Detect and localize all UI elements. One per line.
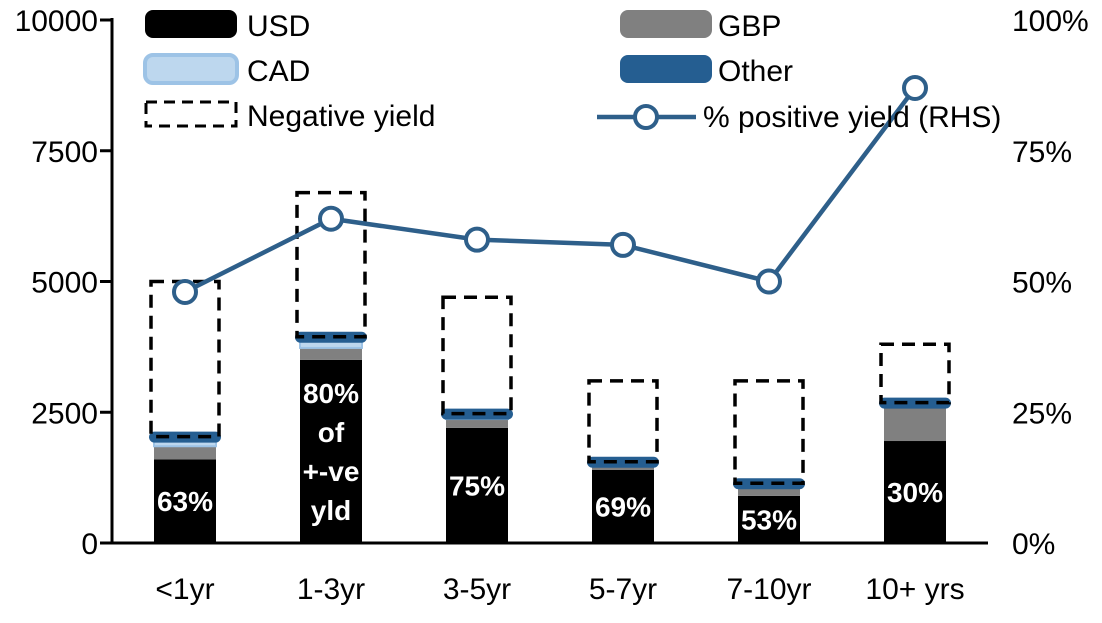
bar-segment-other bbox=[879, 397, 951, 409]
bar-segment-usd bbox=[738, 495, 800, 543]
legend-label-gbp: GBP bbox=[718, 10, 781, 43]
positive-yield-line bbox=[183, 86, 917, 294]
bar-value-label: 53% bbox=[741, 504, 797, 535]
left-axis-tick-label: 5000 bbox=[31, 267, 98, 300]
bar-segment-usd bbox=[154, 459, 216, 543]
bar-segment-gbp bbox=[738, 485, 800, 496]
bar-value-label: 75% bbox=[449, 470, 505, 501]
bar-segment-other bbox=[733, 478, 805, 490]
positive-yield-marker bbox=[318, 205, 344, 232]
legend-swatch-negative-yield bbox=[144, 100, 238, 128]
bar-value-label: 63% bbox=[157, 486, 213, 517]
bar-segment-gbp bbox=[300, 347, 362, 360]
bar-segment-gbp bbox=[884, 405, 946, 442]
bar-segment-other bbox=[587, 456, 659, 468]
legend-label-positive-yield: % positive yield (RHS) bbox=[703, 101, 1001, 134]
legend-marker-sample bbox=[633, 104, 659, 130]
positive-yield-marker bbox=[610, 231, 636, 258]
positive-yield-marker bbox=[172, 278, 198, 305]
legend-swatch-gbp bbox=[620, 10, 712, 38]
bar-segment-gbp bbox=[154, 446, 216, 460]
positive-yield-marker bbox=[902, 74, 928, 101]
left-axis-tick-label: 0 bbox=[81, 528, 98, 561]
right-axis-tick-label: 75% bbox=[1012, 136, 1072, 169]
bar-segment-usd bbox=[300, 359, 362, 543]
right-axis-tick-label: 50% bbox=[1012, 267, 1072, 300]
x-axis-category-label: <1yr bbox=[155, 573, 214, 606]
negative-yield-outline bbox=[879, 342, 951, 405]
x-axis-category-label: 1-3yr bbox=[297, 573, 365, 606]
positive-yield-marker bbox=[464, 226, 490, 253]
x-axis-category-label: 7-10yr bbox=[726, 573, 811, 606]
bar-segment-gbp bbox=[446, 419, 508, 428]
bar-value-label: 80% of +-ve yld bbox=[303, 378, 360, 526]
right-axis-tick-label: 100% bbox=[1012, 5, 1089, 38]
negative-yield-outline bbox=[441, 295, 513, 416]
x-axis-category-label: 10+ yrs bbox=[865, 573, 964, 606]
legend-label-cad: CAD bbox=[247, 55, 310, 88]
x-axis-category-label: 3-5yr bbox=[443, 573, 511, 606]
right-axis-tick-label: 0% bbox=[1012, 528, 1055, 561]
bar-segment-usd bbox=[592, 469, 654, 543]
positive-yield-marker bbox=[756, 268, 782, 295]
left-axis-tick-label: 10000 bbox=[15, 5, 98, 38]
legend-swatch-usd bbox=[145, 10, 237, 38]
left-axis-tick-label: 7500 bbox=[31, 136, 98, 169]
negative-yield-outline bbox=[587, 379, 659, 464]
legend-label-usd: USD bbox=[247, 10, 310, 43]
negative-yield-outline bbox=[733, 379, 805, 485]
x-axis-category-label: 5-7yr bbox=[589, 573, 657, 606]
negative-yield-outline bbox=[295, 190, 367, 339]
legend-swatch-other bbox=[620, 55, 712, 83]
bar-segment-other bbox=[295, 331, 367, 343]
legend-label-negative-yield: Negative yield bbox=[247, 100, 435, 133]
left-axis-tick-label: 2500 bbox=[31, 397, 98, 430]
right-axis-tick-label: 25% bbox=[1012, 397, 1072, 430]
bar-value-label: 30% bbox=[887, 477, 943, 508]
legend-swatch-cad bbox=[143, 53, 239, 85]
legend-label-other: Other bbox=[718, 55, 793, 88]
bar-value-label: 69% bbox=[595, 491, 651, 522]
bar-segment-usd bbox=[884, 441, 946, 543]
bar-segment-usd bbox=[446, 427, 508, 543]
